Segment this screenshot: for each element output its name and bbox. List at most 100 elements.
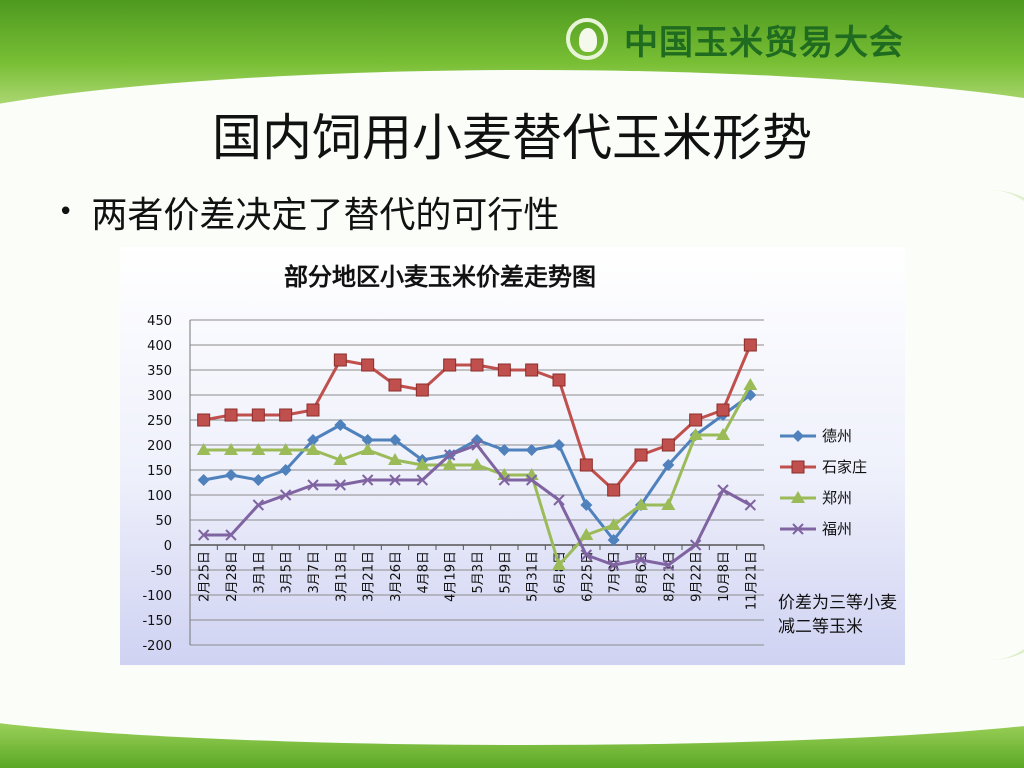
x-tick-label: 2月25日: [198, 551, 213, 602]
x-tick-label: 3月13日: [334, 551, 349, 602]
data-point: [744, 499, 757, 511]
data-point: [307, 479, 319, 491]
data-point: [689, 413, 703, 427]
data-point: [279, 464, 292, 476]
data-point: [416, 474, 429, 486]
data-point: [197, 474, 210, 486]
data-point: [553, 439, 565, 451]
data-point: [360, 443, 375, 455]
data-point: [661, 438, 675, 452]
data-point: [579, 528, 594, 540]
data-point: [197, 529, 210, 541]
data-point: [389, 434, 401, 446]
data-point: [688, 428, 703, 440]
data-point: [661, 498, 676, 510]
x-tick-label: 3月5日: [280, 551, 295, 594]
x-tick-label: 6月25日: [580, 551, 595, 602]
legend-marker: [792, 523, 804, 535]
data-point: [607, 483, 621, 497]
y-tick-label: -50: [151, 564, 172, 579]
data-point: [251, 443, 266, 455]
data-point: [389, 474, 401, 486]
data-point: [497, 363, 511, 377]
legend-marker: [791, 460, 805, 474]
legend-label: 石家庄: [822, 458, 867, 476]
data-point: [388, 453, 402, 465]
data-point: [525, 474, 538, 486]
data-point: [333, 353, 347, 367]
x-tick-label: 3月21日: [362, 551, 377, 602]
data-point: [580, 499, 593, 511]
x-tick-label: 9月22日: [690, 551, 705, 602]
data-point: [307, 434, 319, 446]
data-point: [306, 443, 320, 455]
data-point: [442, 458, 457, 470]
bullet-text: 两者价差决定了替代的可行性: [91, 195, 560, 236]
chart-title: 部分地区小麦玉米价差走势图: [284, 263, 596, 291]
data-point: [470, 458, 484, 470]
data-point: [361, 358, 375, 372]
data-point: [743, 378, 758, 390]
data-point: [306, 403, 320, 417]
x-tick-label: 5月31日: [526, 551, 541, 602]
data-point: [607, 559, 620, 571]
x-tick-label: 5月3日: [471, 551, 486, 594]
x-tick-label: 5月9日: [498, 551, 513, 594]
data-point: [717, 484, 729, 496]
y-tick-label: 0: [164, 539, 172, 554]
line-chart: 部分地区小麦玉米价差走势图 450 400 350 300 250 200 150 100 50 0…: [142, 263, 867, 654]
y-tick-label: 250: [147, 414, 172, 429]
data-point: [580, 549, 593, 561]
chart-note: 价差为三等小麦减二等玉米: [778, 593, 897, 637]
data-point: [716, 428, 730, 440]
x-tick-label: 3月7日: [307, 551, 322, 594]
legend-label: 郑州: [822, 489, 852, 507]
bullet-item: • 两者价差决定了替代的可行性: [58, 186, 559, 238]
data-point: [197, 413, 211, 427]
data-point: [279, 489, 292, 501]
data-point: [662, 459, 675, 471]
data-point: [252, 474, 265, 486]
header-curve: [0, 70, 1024, 230]
data-point: [634, 498, 648, 510]
x-tick-label: 10月8日: [717, 551, 732, 602]
data-point: [525, 363, 539, 377]
data-point: [278, 443, 293, 455]
corn-logo-icon: [566, 18, 608, 60]
data-point: [716, 403, 730, 417]
y-tick-label: 100: [147, 489, 172, 504]
data-point: [552, 558, 566, 570]
y-tick-label: 300: [147, 389, 172, 404]
x-tick-label: 2月28日: [225, 551, 240, 602]
data-point: [251, 408, 265, 422]
y-tick-label: -150: [142, 614, 172, 629]
data-point: [498, 474, 511, 486]
data-point: [415, 458, 430, 470]
x-tick-label: 7月9日: [608, 551, 623, 594]
data-point: [334, 479, 347, 491]
data-point: [635, 554, 647, 566]
data-point: [552, 373, 566, 387]
y-tick-label: 150: [147, 464, 172, 479]
data-point: [224, 408, 238, 422]
y-tick-label: 450: [147, 314, 172, 329]
data-point: [225, 529, 237, 541]
data-point: [606, 518, 621, 530]
data-point: [579, 458, 593, 472]
data-point: [607, 534, 620, 546]
data-point: [361, 474, 374, 486]
data-point: [224, 443, 238, 455]
data-point: [361, 434, 374, 446]
data-point: [225, 469, 237, 481]
x-tick-label: 3月26日: [389, 551, 404, 602]
chart-panel: 部分地区小麦玉米价差走势图 450 400 350 300 250 200 150 100 50 0…: [120, 247, 905, 665]
data-point: [388, 378, 402, 392]
data-point: [443, 358, 457, 372]
data-point: [196, 443, 211, 455]
legend-marker: [791, 491, 805, 503]
data-point: [743, 338, 757, 352]
brand-name: 中国玉米贸易大会: [624, 22, 904, 63]
data-point: [443, 449, 456, 461]
data-point: [415, 383, 429, 397]
legend-label: 福州: [822, 520, 852, 538]
